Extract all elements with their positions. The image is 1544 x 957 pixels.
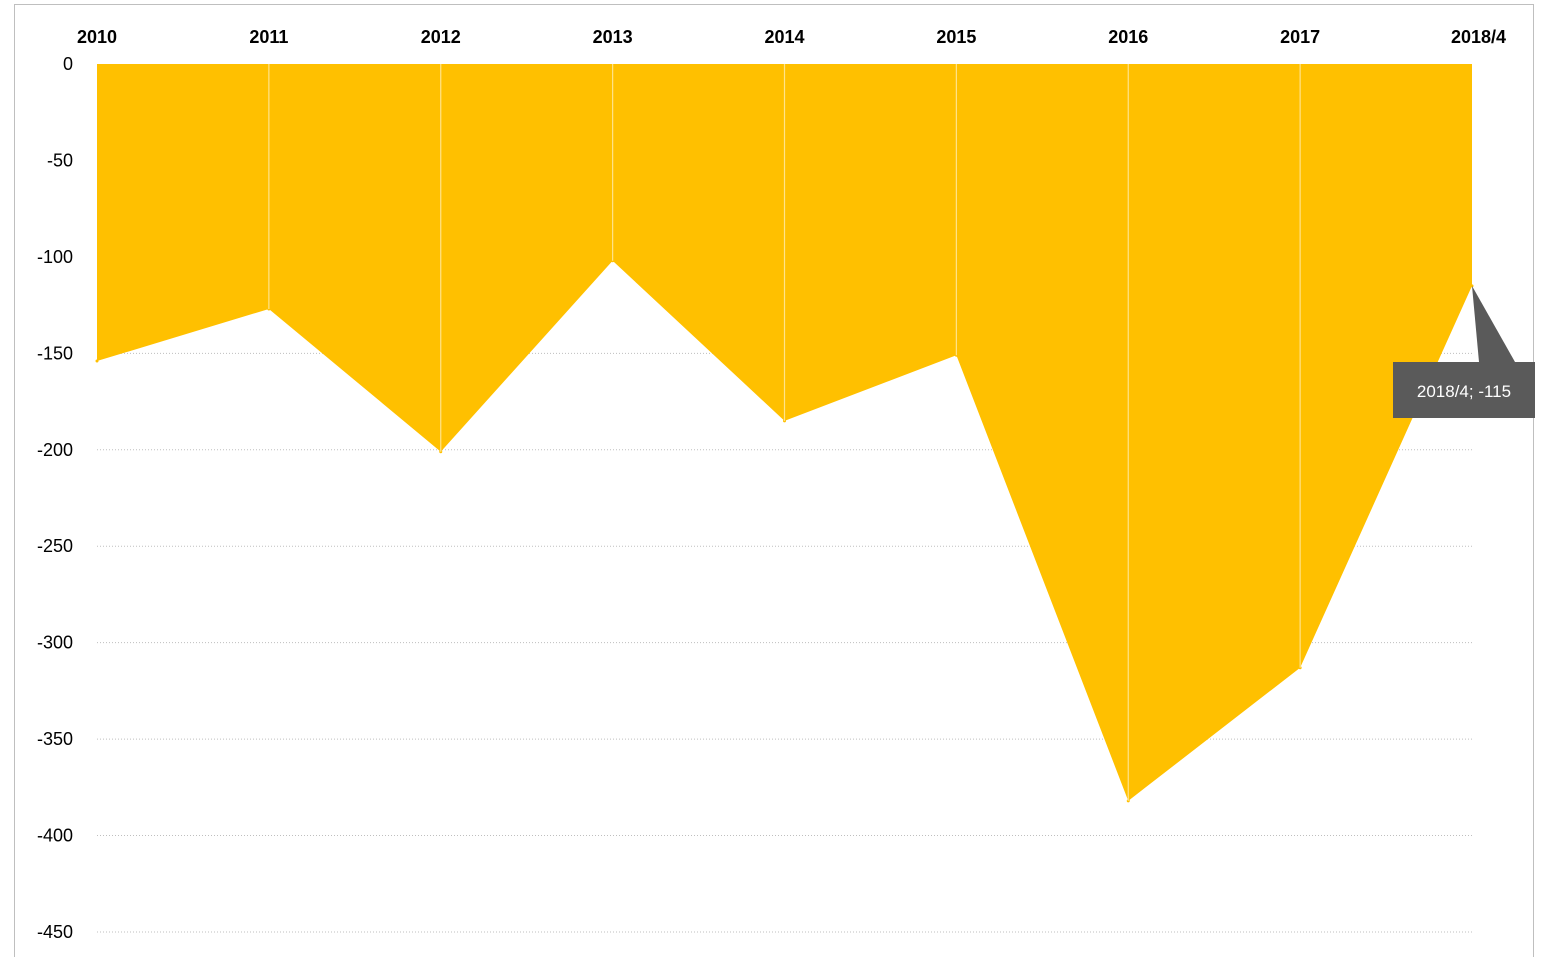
data-point-2010	[96, 360, 99, 363]
y-tick-label: -300	[37, 633, 73, 653]
y-tick-label: -450	[37, 922, 73, 942]
callout-pointer	[1472, 286, 1515, 362]
x-tick-label: 2011	[249, 27, 288, 47]
y-tick-label: -400	[37, 826, 73, 846]
x-axis-tick-labels: 2010 2011 2012 2013 2014 2015 2016 2017 2018/4	[77, 27, 1506, 47]
x-tick-label: 2016	[1108, 27, 1148, 47]
y-axis-tick-labels: 0 -50 -100 -150 -200 -250 -300 -350 -400 -450	[37, 54, 73, 942]
y-tick-label: -150	[37, 343, 73, 363]
callout-label: 2018/4; -115	[1417, 382, 1511, 401]
x-tick-label: 2010	[77, 27, 117, 47]
y-tick-label: -350	[37, 729, 73, 749]
x-tick-label: 2018/4	[1451, 27, 1506, 47]
y-tick-label: -250	[37, 536, 73, 556]
x-tick-label: 2013	[593, 27, 633, 47]
x-tick-label: 2012	[421, 27, 461, 47]
y-tick-label: -100	[37, 247, 73, 267]
y-tick-label: -200	[37, 440, 73, 460]
x-tick-label: 2015	[936, 27, 976, 47]
x-tick-label: 2017	[1280, 27, 1320, 47]
y-tick-label: -50	[47, 150, 73, 170]
y-tick-label: 0	[63, 54, 73, 74]
x-tick-label: 2014	[764, 27, 804, 47]
